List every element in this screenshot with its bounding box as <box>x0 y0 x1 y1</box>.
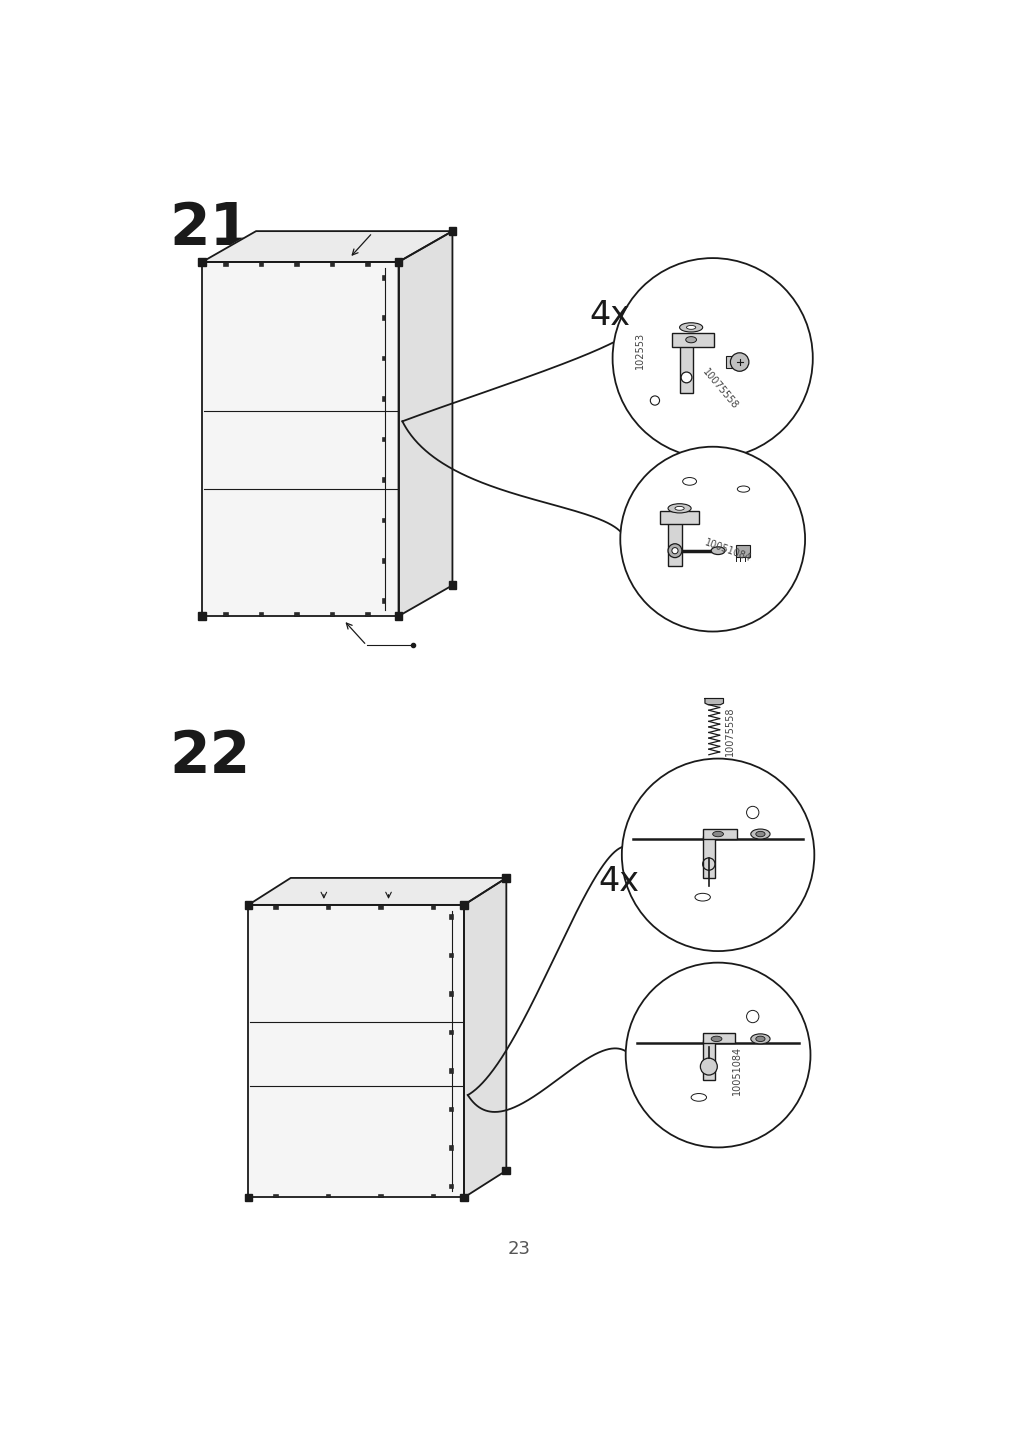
Bar <box>381 275 385 279</box>
Ellipse shape <box>667 504 691 513</box>
Polygon shape <box>202 231 452 262</box>
Circle shape <box>621 759 814 951</box>
Bar <box>378 905 382 909</box>
Ellipse shape <box>750 1034 769 1044</box>
Bar <box>449 952 453 957</box>
Polygon shape <box>705 699 723 705</box>
Bar <box>502 1167 510 1174</box>
Bar <box>460 901 467 909</box>
Bar <box>245 901 252 909</box>
Bar <box>725 357 733 368</box>
Bar <box>259 262 263 266</box>
Bar <box>449 914 453 919</box>
Bar <box>449 1068 453 1073</box>
Polygon shape <box>202 262 398 616</box>
Ellipse shape <box>711 547 724 554</box>
Bar <box>449 991 453 995</box>
Bar <box>245 1194 252 1201</box>
Bar <box>381 315 385 321</box>
Text: 10075558: 10075558 <box>700 367 739 411</box>
Bar <box>667 516 681 566</box>
Bar <box>702 836 715 878</box>
Bar <box>394 258 402 266</box>
Bar <box>330 262 334 266</box>
Text: 4x: 4x <box>588 299 630 332</box>
Polygon shape <box>248 905 463 1197</box>
Circle shape <box>671 547 677 554</box>
Bar <box>326 905 330 909</box>
Polygon shape <box>463 878 506 1197</box>
Text: 102553: 102553 <box>634 332 644 369</box>
Bar <box>381 437 385 441</box>
Circle shape <box>667 544 681 557</box>
Circle shape <box>700 1058 717 1075</box>
Bar <box>460 1194 467 1201</box>
Text: 22: 22 <box>169 727 250 785</box>
Bar <box>222 613 227 616</box>
Bar <box>431 1194 435 1197</box>
Bar <box>330 613 334 616</box>
Bar <box>394 613 402 620</box>
Bar <box>660 511 699 524</box>
Bar <box>449 1184 453 1189</box>
Bar <box>381 599 385 603</box>
Bar <box>449 1030 453 1034</box>
Bar <box>273 905 277 909</box>
Ellipse shape <box>750 829 769 839</box>
Bar <box>381 397 385 401</box>
Ellipse shape <box>755 1037 764 1041</box>
Bar <box>381 558 385 563</box>
Bar <box>294 262 298 266</box>
Circle shape <box>730 352 748 371</box>
Bar <box>381 477 385 481</box>
Ellipse shape <box>679 322 702 332</box>
Bar <box>378 1194 382 1197</box>
Circle shape <box>680 372 692 382</box>
Ellipse shape <box>712 832 723 836</box>
Bar <box>198 613 206 620</box>
Bar <box>671 332 714 347</box>
Bar <box>365 262 370 266</box>
Bar <box>448 581 456 589</box>
Circle shape <box>612 258 812 458</box>
Ellipse shape <box>755 832 764 836</box>
Bar <box>449 1146 453 1150</box>
Ellipse shape <box>674 507 683 510</box>
Bar <box>735 544 749 557</box>
Circle shape <box>620 447 805 632</box>
Polygon shape <box>248 878 506 905</box>
Text: 10075558: 10075558 <box>724 707 734 756</box>
Bar <box>294 613 298 616</box>
Bar <box>381 357 385 361</box>
Bar <box>449 1107 453 1111</box>
Bar <box>502 874 510 882</box>
Bar <box>259 613 263 616</box>
Text: 21: 21 <box>169 200 250 258</box>
Text: 10051084: 10051084 <box>703 537 752 564</box>
Bar <box>273 1194 277 1197</box>
Bar <box>431 905 435 909</box>
Bar <box>365 613 370 616</box>
Bar <box>222 262 227 266</box>
Ellipse shape <box>685 337 696 342</box>
Ellipse shape <box>711 1037 721 1041</box>
Bar <box>198 258 206 266</box>
Bar <box>679 339 693 392</box>
Bar <box>702 829 737 839</box>
Text: 23: 23 <box>507 1240 530 1257</box>
Text: 4x: 4x <box>599 865 639 898</box>
Bar <box>702 1034 734 1044</box>
Polygon shape <box>398 231 452 616</box>
Bar <box>381 517 385 523</box>
Bar <box>702 1040 715 1080</box>
Ellipse shape <box>685 325 696 329</box>
Bar <box>448 228 456 235</box>
Text: 10051084: 10051084 <box>731 1045 741 1095</box>
Bar <box>326 1194 330 1197</box>
Circle shape <box>625 962 810 1147</box>
